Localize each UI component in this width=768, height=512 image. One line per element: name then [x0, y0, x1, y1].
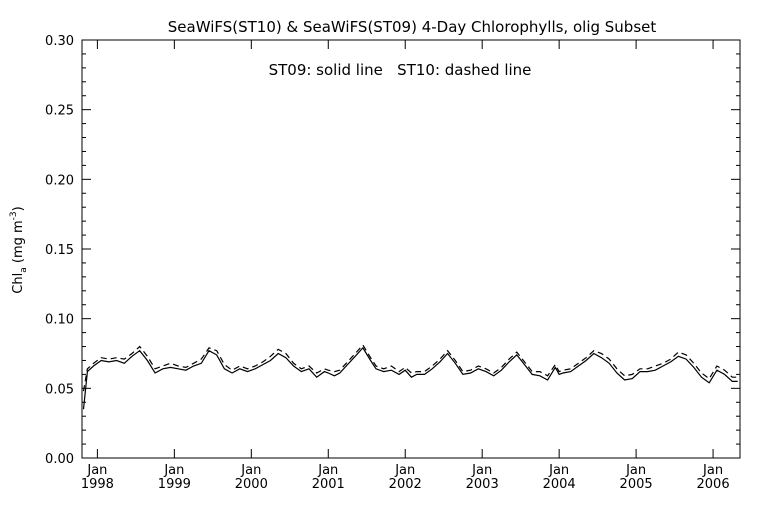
x-tick-month-label: Jan	[625, 463, 646, 478]
x-tick-year-label: 2002	[389, 477, 422, 492]
x-tick-month-label: Jan	[394, 463, 415, 478]
y-tick-label: 0.00	[45, 452, 74, 467]
x-tick-year-label: 2001	[312, 477, 345, 492]
y-axis-label-close: )	[11, 206, 26, 211]
y-axis: 0.00 0.05 0.10 0.15 0.20 0.25 0.30	[45, 34, 740, 467]
y-tick-label: 0.20	[45, 173, 74, 188]
x-axis: Jan1998Jan1999Jan2000Jan2001Jan2002Jan20…	[81, 40, 730, 492]
y-tick-label: 0.10	[45, 313, 74, 328]
x-tick-year-label: 1998	[81, 477, 114, 492]
x-tick-month-label: Jan	[471, 463, 492, 478]
x-tick-year-label: 2006	[697, 477, 730, 492]
x-tick-year-label: 2003	[466, 477, 499, 492]
y-tick-label: 0.05	[45, 382, 74, 397]
x-tick-month-label: Jan	[240, 463, 261, 478]
series-line-st09	[82, 346, 738, 410]
y-axis-label: Chla (mg m-3)	[9, 206, 29, 293]
chart-legend-note: ST09: solid line ST10: dashed line	[269, 61, 532, 79]
x-tick-year-label: 2000	[235, 477, 268, 492]
x-tick-month-label: Jan	[163, 463, 184, 478]
chart-title: SeaWiFS(ST10) & SeaWiFS(ST09) 4-Day Chlo…	[168, 18, 657, 36]
y-axis-label-sub: a	[19, 267, 29, 273]
x-tick-year-label: 1999	[158, 477, 191, 492]
y-tick-label: 0.25	[45, 104, 74, 119]
series-layer	[82, 344, 738, 410]
y-axis-label-sup: -3	[9, 211, 19, 220]
plot-frame	[81, 39, 741, 459]
x-tick-month-label: Jan	[702, 463, 723, 478]
x-tick-month-label: Jan	[86, 463, 107, 478]
x-tick-month-label: Jan	[317, 463, 338, 478]
y-axis-label-main: Chl	[11, 273, 26, 294]
y-tick-label: 0.30	[45, 34, 74, 49]
series-line-st10	[82, 344, 738, 392]
x-tick-year-label: 2005	[620, 477, 653, 492]
y-tick-label: 0.15	[45, 243, 74, 258]
x-tick-month-label: Jan	[548, 463, 569, 478]
x-tick-year-label: 2004	[543, 477, 576, 492]
y-axis-label-unit: (mg m	[11, 220, 26, 267]
